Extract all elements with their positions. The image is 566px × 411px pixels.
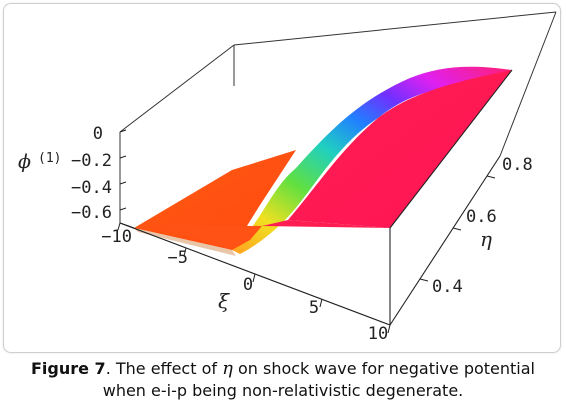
caption-eta-symbol: η — [222, 358, 233, 379]
xi-tick-2: 0 — [243, 275, 253, 295]
xi-axis-label: ξ — [218, 289, 230, 313]
figure-frame — [3, 3, 561, 353]
caption-text-after: on shock wave for negative potential — [232, 359, 535, 378]
phi-axis-label-superscript: (1) — [38, 151, 61, 166]
xi-tick-4: 10 — [368, 324, 388, 344]
xi-tick-0: −10 — [101, 227, 132, 247]
caption-label: Figure 7 — [30, 359, 106, 378]
phi-axis-ticks — [119, 129, 127, 211]
phi-axis-label: ϕ — [18, 151, 31, 173]
box-back-edges — [119, 11, 557, 223]
eta-axis-label: η — [480, 227, 492, 251]
surface-shock-front — [232, 66, 512, 254]
eta-tick-0: 0.4 — [432, 277, 463, 297]
xi-axis-ticks — [117, 222, 391, 334]
xi-tick-3: 5 — [309, 298, 319, 318]
phi-tick-3: −0.6 — [71, 203, 112, 223]
surface-low-plateau — [134, 150, 296, 250]
figure-caption: Figure 7. The effect of η on shock wave … — [0, 358, 566, 402]
surface-high-plateau — [288, 70, 512, 228]
caption-line-2: when e-i-p being non-relativistic degene… — [102, 381, 464, 400]
phi-tick-0: 0 — [93, 124, 103, 144]
eta-axis-ticks — [419, 175, 496, 282]
caption-text-before: . The effect of — [105, 359, 223, 378]
eta-tick-2: 0.8 — [502, 155, 533, 175]
shock-wave-surface-plot: 0 −0.2 −0.4 −0.6 −10 −5 0 5 10 0.4 0.6 0… — [18, 11, 557, 344]
xi-tick-1: −5 — [168, 248, 188, 268]
caption-line-1: Figure 7. The effect of η on shock wave … — [0, 358, 566, 380]
eta-tick-1: 0.6 — [466, 207, 497, 227]
phi-tick-2: −0.4 — [71, 178, 112, 198]
phi-tick-1: −0.2 — [71, 151, 112, 171]
